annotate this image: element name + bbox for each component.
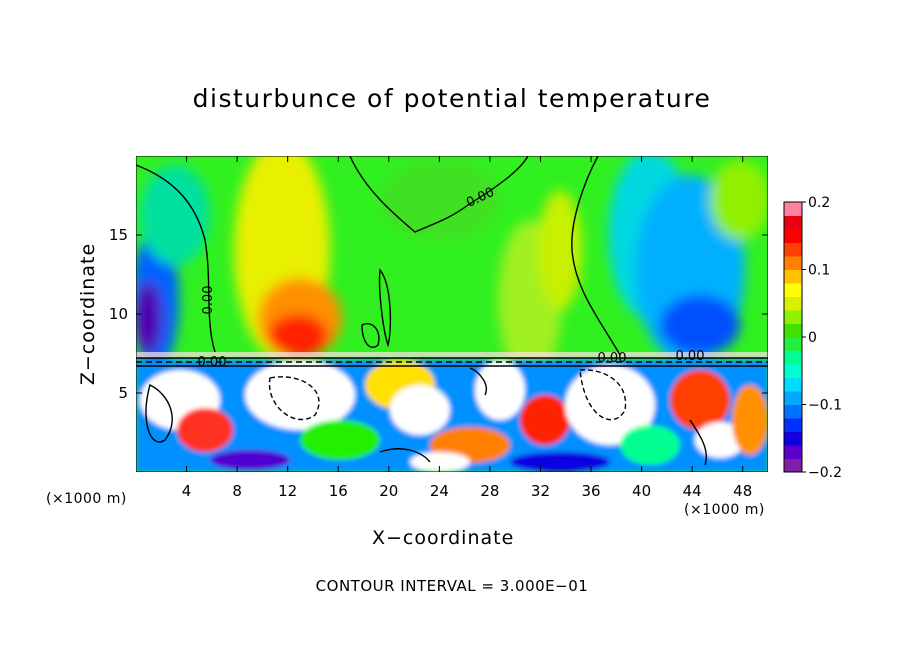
cool-left-teal <box>140 165 210 265</box>
colorbar-tick-label: 0 <box>808 330 817 346</box>
x-tick-label: 24 <box>430 482 449 500</box>
x-tick-label: 12 <box>278 482 297 500</box>
warm-right-light <box>710 160 768 240</box>
colorbar-segment <box>784 310 802 324</box>
colorbar-segment <box>784 391 802 405</box>
y-tick-label: 10 <box>109 305 128 323</box>
x-tick-label: 16 <box>329 482 348 500</box>
warm-band-yellow <box>538 190 582 310</box>
x-tick-label: 36 <box>581 482 600 500</box>
colorbar-tick-label: 0.1 <box>808 263 830 279</box>
colorbar-segment <box>784 323 802 338</box>
colorbar-segment <box>784 350 802 365</box>
colorbar-segment <box>784 202 802 216</box>
colorbar-segment <box>784 337 802 351</box>
contour-label: 0.00 <box>676 349 705 364</box>
colorbar-segment <box>784 404 802 419</box>
colorbar-tick-label: −0.1 <box>808 398 842 414</box>
x-unit-label-right: (×1000 m) <box>684 502 765 518</box>
x-axis-label: X−coordinate <box>372 527 515 549</box>
warm-plume-red <box>268 314 328 358</box>
contour-label: 0.00 <box>201 286 216 315</box>
contour-interval-note: CONTOUR INTERVAL = 3.000E−01 <box>315 577 589 595</box>
neutral-top <box>380 160 500 240</box>
colorbar-segment <box>784 364 802 378</box>
colorbar-segment <box>784 431 802 446</box>
colorbar-segment <box>784 458 802 473</box>
colorbar-segment <box>784 215 802 230</box>
y-axis-label: Z−coordinate <box>77 242 99 386</box>
colorbar-segment <box>784 283 802 297</box>
colorbar-tick-label: 0.2 <box>808 195 830 211</box>
cool-plume-blue <box>660 295 740 355</box>
colorbar-segment <box>784 229 802 243</box>
colorbar: 0.2 0.1 0 −0.1 −0.2 <box>783 195 842 481</box>
colorbar-segment <box>784 296 802 311</box>
x-tick-label: 44 <box>683 482 702 500</box>
colorbar-segment <box>784 242 802 257</box>
contour-lines <box>136 156 768 466</box>
colorbar-segment <box>784 445 802 459</box>
x-tick-label: 4 <box>182 482 192 500</box>
colorbar-tick-label: −0.2 <box>808 465 842 481</box>
colorbar-segment <box>784 256 802 270</box>
x-unit-label-left: (×1000 m) <box>46 491 127 507</box>
colorbar-segment <box>784 269 802 284</box>
contour-label: 0.00 <box>198 355 227 370</box>
x-tick-label: 28 <box>480 482 499 500</box>
y-tick-label: 5 <box>118 384 128 402</box>
heatmap-field <box>136 156 768 472</box>
contour-label: 0.00 <box>598 351 627 366</box>
x-tick-label: 20 <box>379 482 398 500</box>
cool-left-purple <box>136 282 162 354</box>
chart-title: disturbunce of potential temperature <box>192 84 712 113</box>
y-tick-label: 15 <box>109 226 128 244</box>
x-tick-label: 8 <box>232 482 242 500</box>
colorbar-segment <box>784 377 802 392</box>
x-tick-label: 48 <box>733 482 752 500</box>
colorbar-segment <box>784 418 802 432</box>
x-tick-label: 32 <box>531 482 550 500</box>
x-tick-label: 40 <box>632 482 651 500</box>
